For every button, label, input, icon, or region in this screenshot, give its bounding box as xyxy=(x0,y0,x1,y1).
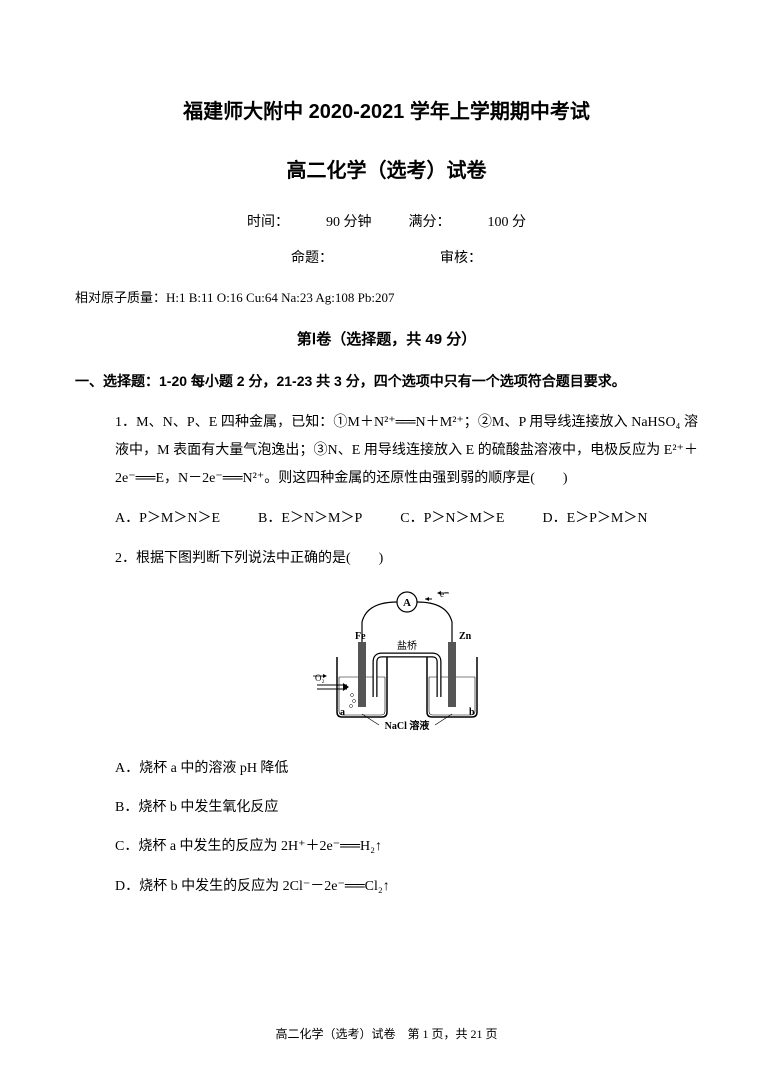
time-score-line: 时间： 90 分钟 满分： 100 分 xyxy=(75,211,698,231)
q2-opt-d: D．烧杯 b 中发生的反应为 2Cl⁻－2e⁻══Cl₂↑ xyxy=(115,874,698,899)
ammeter-label: A xyxy=(403,597,411,609)
sub-title: 高二化学（选考）试卷 xyxy=(75,154,698,183)
main-title: 福建师大附中 2020-2021 学年上学期期中考试 xyxy=(75,95,698,124)
a-label: a xyxy=(340,707,345,718)
q2-text: 2．根据下图判断下列说法中正确的是( ) xyxy=(115,545,698,573)
page-footer: 高二化学（选考）试卷 第 1 页，共 21 页 xyxy=(0,1025,773,1042)
solution-label: NaCl 溶液 xyxy=(384,719,429,732)
q2-opt-a: A．烧杯 a 中的溶液 pH 降低 xyxy=(115,756,698,781)
author-line: 命题： 审核： xyxy=(75,247,698,267)
reviewer-label: 审核： xyxy=(440,251,482,266)
score-value: 100 分 xyxy=(488,215,527,230)
q2-opt-b: B．烧杯 b 中发生氧化反应 xyxy=(115,795,698,820)
zn-label: Zn xyxy=(459,631,472,642)
electrochemistry-diagram: A e⁻ Fe Zn xyxy=(307,587,507,737)
bridge-label: 盐桥 xyxy=(397,639,417,652)
diagram-container: A e⁻ Fe Zn xyxy=(115,587,698,742)
q1-options: A．P＞M＞N＞E B．E＞N＞M＞P C．P＞N＞M＞E D．E＞P＞M＞N xyxy=(115,507,698,527)
author-label: 命题： xyxy=(291,251,333,266)
q1-opt-a: A．P＞M＞N＞E xyxy=(115,507,220,527)
q1-opt-b: B．E＞N＞M＞P xyxy=(258,507,362,527)
time-value: 90 分钟 xyxy=(326,215,372,230)
b-label: b xyxy=(469,707,475,718)
q2-opt-c: C．烧杯 a 中发生的反应为 2H⁺＋2e⁻══H₂↑ xyxy=(115,834,698,859)
fe-label: Fe xyxy=(355,631,366,642)
q1-opt-c: C．P＞N＞M＞E xyxy=(400,507,504,527)
section-title: 第Ⅰ卷（选择题，共 49 分） xyxy=(75,328,698,349)
electron-label: e⁻ xyxy=(440,589,449,599)
score-label: 满分： xyxy=(409,215,451,230)
question-1: 1．M、N、P、E 四种金属，已知：①M＋N²⁺══N＋M²⁺；②M、P 用导线… xyxy=(115,409,698,527)
q1-opt-d: D．E＞P＞M＞N xyxy=(542,507,647,527)
section-instruction: 一、选择题：1-20 每小题 2 分，21-23 共 3 分，四个选项中只有一个… xyxy=(75,371,698,391)
atomic-mass: 相对原子质量：H:1 B:11 O:16 Cu:64 Na:23 Ag:108 … xyxy=(75,287,698,306)
q1-text: 1．M、N、P、E 四种金属，已知：①M＋N²⁺══N＋M²⁺；②M、P 用导线… xyxy=(115,409,698,493)
time-label: 时间： xyxy=(247,215,289,230)
question-2: 2．根据下图判断下列说法中正确的是( ) A e⁻ xyxy=(115,545,698,899)
